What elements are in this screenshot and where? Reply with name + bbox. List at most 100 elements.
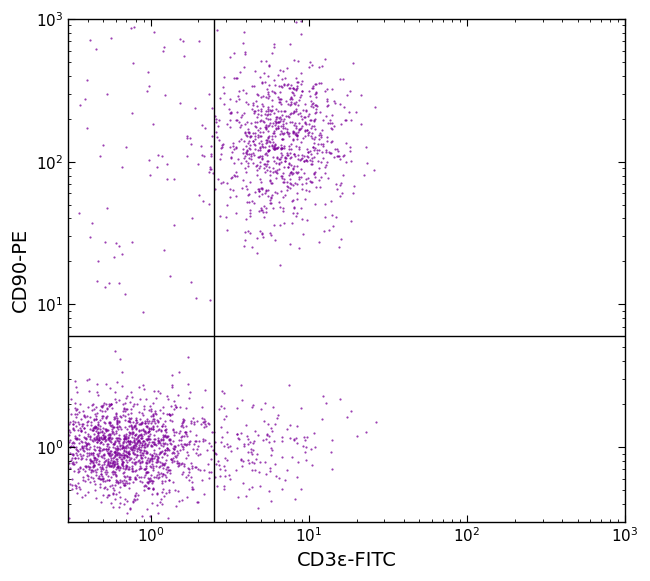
Point: [334, 192, 345, 201]
Point: [103, 418, 114, 428]
Point: [239, 441, 249, 450]
Point: [144, 434, 155, 443]
Point: [98, 450, 108, 459]
Point: [157, 422, 168, 431]
Point: [111, 454, 122, 464]
Point: [152, 500, 162, 510]
Point: [203, 418, 213, 428]
Point: [134, 425, 144, 434]
Point: [72, 450, 83, 460]
Point: [272, 117, 283, 127]
Point: [277, 110, 287, 120]
Point: [160, 425, 170, 435]
Point: [162, 463, 173, 472]
Point: [81, 442, 91, 451]
Point: [285, 40, 296, 49]
Point: [276, 150, 287, 160]
Point: [142, 417, 152, 426]
Point: [263, 419, 274, 428]
Point: [120, 450, 130, 460]
Point: [96, 470, 106, 479]
Point: [313, 156, 324, 166]
Point: [77, 492, 87, 501]
Point: [121, 437, 131, 447]
Point: [230, 172, 240, 181]
Point: [212, 26, 222, 35]
Point: [83, 474, 94, 483]
Point: [175, 35, 185, 44]
Point: [310, 173, 320, 182]
Point: [254, 162, 265, 171]
Point: [129, 492, 140, 501]
Point: [84, 439, 95, 449]
Point: [285, 153, 296, 163]
Point: [71, 433, 81, 443]
Point: [99, 434, 109, 443]
Point: [341, 91, 352, 100]
Point: [73, 467, 83, 476]
Point: [240, 88, 251, 98]
Point: [116, 450, 127, 460]
Point: [246, 131, 257, 141]
Point: [169, 220, 179, 229]
Point: [148, 439, 159, 449]
Point: [100, 282, 110, 291]
Point: [129, 437, 140, 446]
Point: [113, 461, 124, 471]
Point: [266, 496, 276, 505]
Point: [270, 121, 280, 130]
Point: [188, 444, 198, 453]
Point: [265, 137, 275, 146]
Point: [81, 461, 92, 471]
Point: [126, 408, 136, 417]
Point: [176, 459, 186, 468]
Point: [257, 232, 268, 241]
Point: [287, 195, 298, 205]
Point: [320, 162, 330, 171]
Point: [127, 467, 138, 476]
Point: [213, 115, 224, 124]
Point: [248, 128, 259, 138]
Point: [284, 433, 294, 443]
Point: [105, 429, 115, 439]
Point: [68, 419, 78, 429]
Point: [122, 457, 132, 466]
Point: [183, 470, 193, 479]
Point: [292, 162, 303, 171]
Point: [148, 435, 159, 444]
Point: [68, 417, 78, 426]
Point: [276, 436, 287, 446]
Point: [99, 417, 109, 426]
Point: [130, 438, 140, 447]
Point: [272, 166, 282, 175]
Point: [91, 432, 101, 442]
Point: [92, 437, 102, 446]
Point: [103, 491, 113, 500]
Point: [104, 476, 114, 485]
Point: [261, 92, 271, 102]
Point: [196, 150, 207, 159]
Point: [302, 131, 313, 140]
Point: [122, 440, 133, 450]
Point: [253, 130, 263, 139]
Point: [130, 422, 140, 431]
Point: [317, 62, 328, 71]
Point: [129, 436, 139, 445]
Point: [119, 500, 129, 509]
Point: [120, 433, 130, 443]
Point: [93, 428, 103, 437]
Point: [108, 484, 118, 493]
Point: [203, 419, 214, 429]
Point: [140, 440, 150, 449]
Point: [279, 144, 289, 153]
Point: [265, 195, 276, 205]
Point: [144, 476, 154, 486]
Point: [117, 440, 127, 450]
Point: [168, 444, 179, 453]
Point: [242, 146, 252, 155]
Point: [261, 122, 271, 131]
Point: [162, 159, 172, 168]
Point: [70, 431, 80, 440]
Point: [129, 454, 139, 464]
Point: [361, 159, 372, 168]
